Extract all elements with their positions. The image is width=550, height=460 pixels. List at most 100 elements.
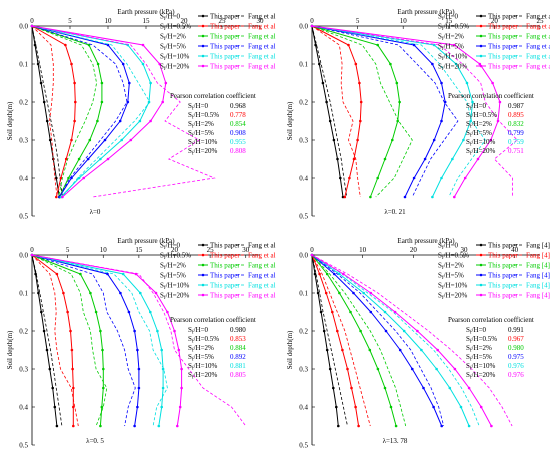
legend-ratio-label: Sf/H=20% bbox=[438, 63, 468, 73]
x-tick-label: 10 bbox=[359, 246, 367, 254]
legend-marker bbox=[479, 263, 483, 267]
series-point bbox=[465, 81, 469, 85]
series-point bbox=[48, 367, 52, 371]
y-tick-label: 0.5 bbox=[19, 442, 28, 450]
series-point bbox=[137, 386, 141, 390]
y-axis-title: Soil depth(m) bbox=[286, 101, 294, 140]
legend-marker bbox=[201, 293, 205, 297]
legend-paper-label: This paper bbox=[488, 282, 518, 290]
series-line bbox=[31, 25, 130, 198]
series-point bbox=[101, 348, 104, 352]
series-point bbox=[137, 367, 141, 371]
series-line bbox=[311, 254, 445, 427]
series-point bbox=[161, 386, 165, 390]
x-tick-label: 30 bbox=[461, 246, 469, 254]
series-point bbox=[70, 62, 73, 66]
series-point bbox=[339, 176, 342, 180]
series-point bbox=[440, 81, 443, 85]
correlation-label: Sf/H=0.5% bbox=[466, 335, 497, 345]
series-line bbox=[31, 254, 108, 427]
series-point bbox=[325, 100, 328, 104]
series-point bbox=[369, 310, 373, 314]
legend-ratio-label: Sf/H=0.5% bbox=[160, 23, 191, 33]
correlation-value: 0.976 bbox=[508, 371, 524, 379]
correlation-label: Sf/H=20% bbox=[466, 371, 496, 381]
legend-paper-label: This paper bbox=[210, 33, 240, 41]
legend-ref-label: Fang [4] bbox=[526, 262, 550, 270]
legend-marker bbox=[479, 24, 483, 28]
series-point bbox=[431, 195, 434, 199]
series-line bbox=[31, 254, 104, 427]
series-point bbox=[180, 367, 183, 371]
series-point bbox=[443, 100, 447, 104]
series-point bbox=[440, 424, 444, 428]
series-point bbox=[389, 62, 392, 66]
series-point bbox=[471, 100, 474, 104]
series-point bbox=[106, 272, 109, 276]
correlation-value: 0.832 bbox=[508, 120, 524, 128]
correlation-label: Sf/H=2% bbox=[466, 344, 492, 354]
series-point bbox=[411, 367, 414, 371]
series-line bbox=[31, 25, 167, 198]
series-point bbox=[158, 62, 161, 66]
x-tick-label: 0 bbox=[310, 246, 314, 254]
y-tick-label: 0.0 bbox=[299, 252, 308, 260]
series-point bbox=[346, 367, 349, 371]
series-point bbox=[64, 157, 68, 161]
series-point bbox=[389, 405, 393, 409]
series-point bbox=[324, 291, 328, 295]
correlation-value: 0.759 bbox=[508, 138, 524, 146]
correlation-value: 0.908 bbox=[230, 129, 246, 137]
series-line bbox=[311, 25, 348, 198]
series-line bbox=[311, 254, 348, 427]
series-line bbox=[31, 254, 136, 427]
series-point bbox=[154, 291, 158, 295]
series-point bbox=[453, 195, 456, 199]
legend-paper-label: This paper bbox=[488, 63, 518, 71]
series-point bbox=[99, 424, 102, 428]
series-point bbox=[318, 272, 321, 276]
y-axis-title: Soil depth(m) bbox=[6, 330, 14, 369]
x-tick-label: 5 bbox=[68, 17, 72, 25]
series-line bbox=[31, 25, 63, 198]
correlation-value: 0.805 bbox=[230, 371, 246, 379]
series-point bbox=[96, 62, 100, 66]
correlation-label: Sf/H=10% bbox=[188, 362, 218, 372]
series-point bbox=[45, 348, 49, 352]
legend-ratio-label: Sf/H=0.5% bbox=[160, 252, 191, 262]
legend-marker bbox=[201, 263, 205, 267]
series-point bbox=[77, 157, 81, 161]
series-point bbox=[336, 329, 339, 333]
legend-paper-label: This paper bbox=[210, 292, 240, 300]
series-point bbox=[432, 405, 435, 409]
series-point bbox=[94, 310, 98, 314]
legend-paper-label: This paper bbox=[488, 13, 518, 21]
legend-ref-label: Fang et al bbox=[526, 13, 550, 21]
legend-ref-label: Fang et al bbox=[248, 262, 276, 270]
series-line bbox=[311, 25, 518, 197]
x-tick-label: 30 bbox=[257, 17, 265, 25]
legend-marker bbox=[201, 34, 205, 38]
correlation-label: Sf/H=2% bbox=[466, 120, 492, 130]
legend-ratio-label: Sf/H=10% bbox=[160, 53, 190, 63]
y-tick-label: 0.5 bbox=[299, 442, 308, 450]
legend-paper-label: This paper bbox=[488, 262, 518, 270]
series-point bbox=[62, 291, 65, 295]
series-point bbox=[55, 195, 58, 199]
legend-marker bbox=[479, 253, 483, 257]
x-tick-label: 25 bbox=[537, 17, 545, 25]
series-point bbox=[436, 348, 440, 352]
series-line bbox=[311, 254, 407, 427]
series-point bbox=[416, 329, 419, 333]
legend-ref-label: Fang et al bbox=[526, 43, 550, 51]
series-point bbox=[313, 272, 317, 276]
x-tick-label: 20 bbox=[181, 17, 189, 25]
legend-marker bbox=[201, 283, 205, 287]
legend-marker bbox=[201, 44, 205, 48]
x-tick-label: 10 bbox=[105, 17, 113, 25]
legend-ratio-label: Sf/H=0 bbox=[160, 13, 181, 23]
series-line bbox=[31, 25, 103, 198]
legend-ratio-label: Sf/H=2% bbox=[438, 33, 464, 43]
series-point bbox=[352, 157, 356, 161]
